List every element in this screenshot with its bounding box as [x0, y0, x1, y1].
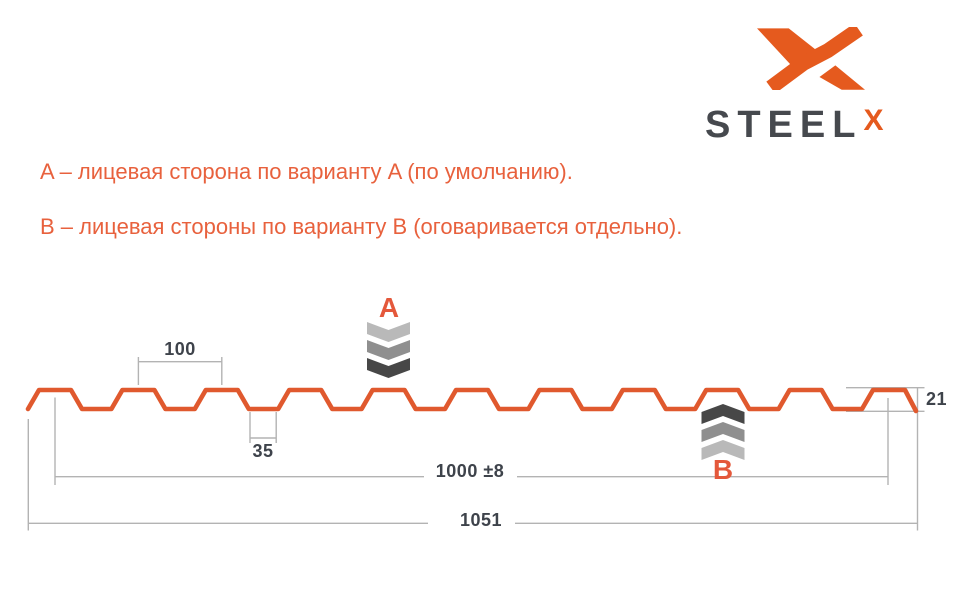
logo-ribbon-icon — [766, 27, 863, 90]
side-b-chevrons-icon — [701, 404, 745, 460]
brand-wordmark: STEELX — [705, 104, 883, 147]
dim-label-overall-width: 1051 — [459, 510, 503, 530]
brand-name: STEEL — [705, 104, 863, 146]
marker-side-b: B — [712, 454, 734, 485]
brand-suffix: X — [863, 104, 884, 137]
side-a-chevrons-icon — [367, 322, 410, 378]
chevron-up-icon — [701, 422, 745, 442]
chevron-down-icon — [367, 322, 410, 342]
chevron-down-icon — [367, 358, 410, 378]
dim-label-working-width: 1000 ±8 — [435, 461, 505, 481]
dim-label-valley: 35 — [252, 441, 274, 461]
chevron-down-icon — [367, 340, 410, 360]
steelx-logo-icon — [757, 27, 865, 90]
dim-label-pitch: 100 — [164, 339, 196, 359]
note-variant-a: A – лицевая сторона по варианту A (по ум… — [40, 159, 573, 184]
sheet-profile-path — [25, 387, 919, 414]
dim-label-profile-height: 21 — [926, 389, 948, 409]
logo-arm-bottomright-icon — [819, 65, 865, 90]
chevron-up-icon — [701, 440, 745, 460]
chevron-up-icon — [701, 404, 745, 424]
dimension-lines — [27, 357, 925, 531]
marker-side-a: A — [378, 292, 400, 323]
note-variant-b: B – лицевая стороны по варианту B (огова… — [40, 214, 683, 239]
